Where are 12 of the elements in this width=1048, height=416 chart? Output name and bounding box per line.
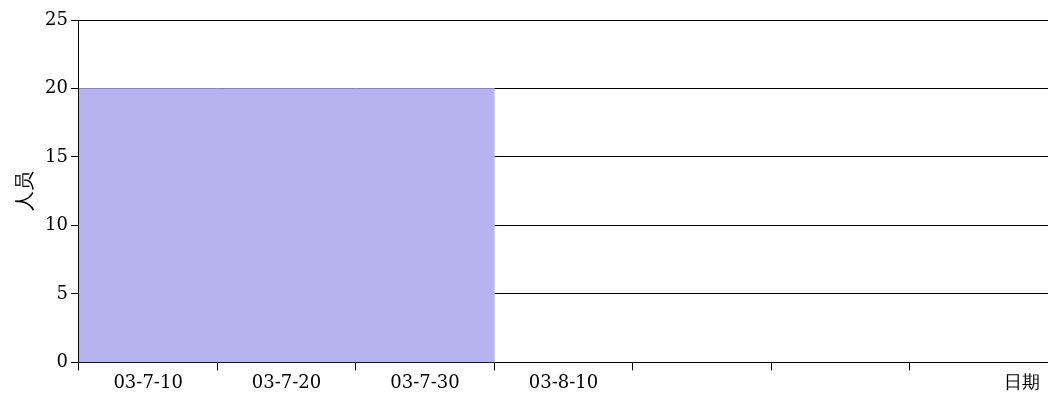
x-tick-label: 03-8-10 [528, 370, 599, 392]
x-tick-label: 03-7-20 [251, 370, 322, 392]
y-tick-label: 25 [45, 7, 68, 29]
y-tick-label: 5 [56, 281, 68, 303]
x-axis-title: 日期 [1004, 371, 1040, 393]
y-tick-label: 20 [45, 76, 68, 98]
y-tick-label: 15 [45, 144, 68, 166]
x-tick-label: 03-7-30 [390, 370, 460, 392]
x-tick-label: 03-7-10 [113, 370, 183, 392]
y-tick-label: 10 [45, 213, 68, 235]
y-axis-title: 人员 [12, 171, 37, 212]
y-tick-label: 0 [56, 350, 68, 372]
